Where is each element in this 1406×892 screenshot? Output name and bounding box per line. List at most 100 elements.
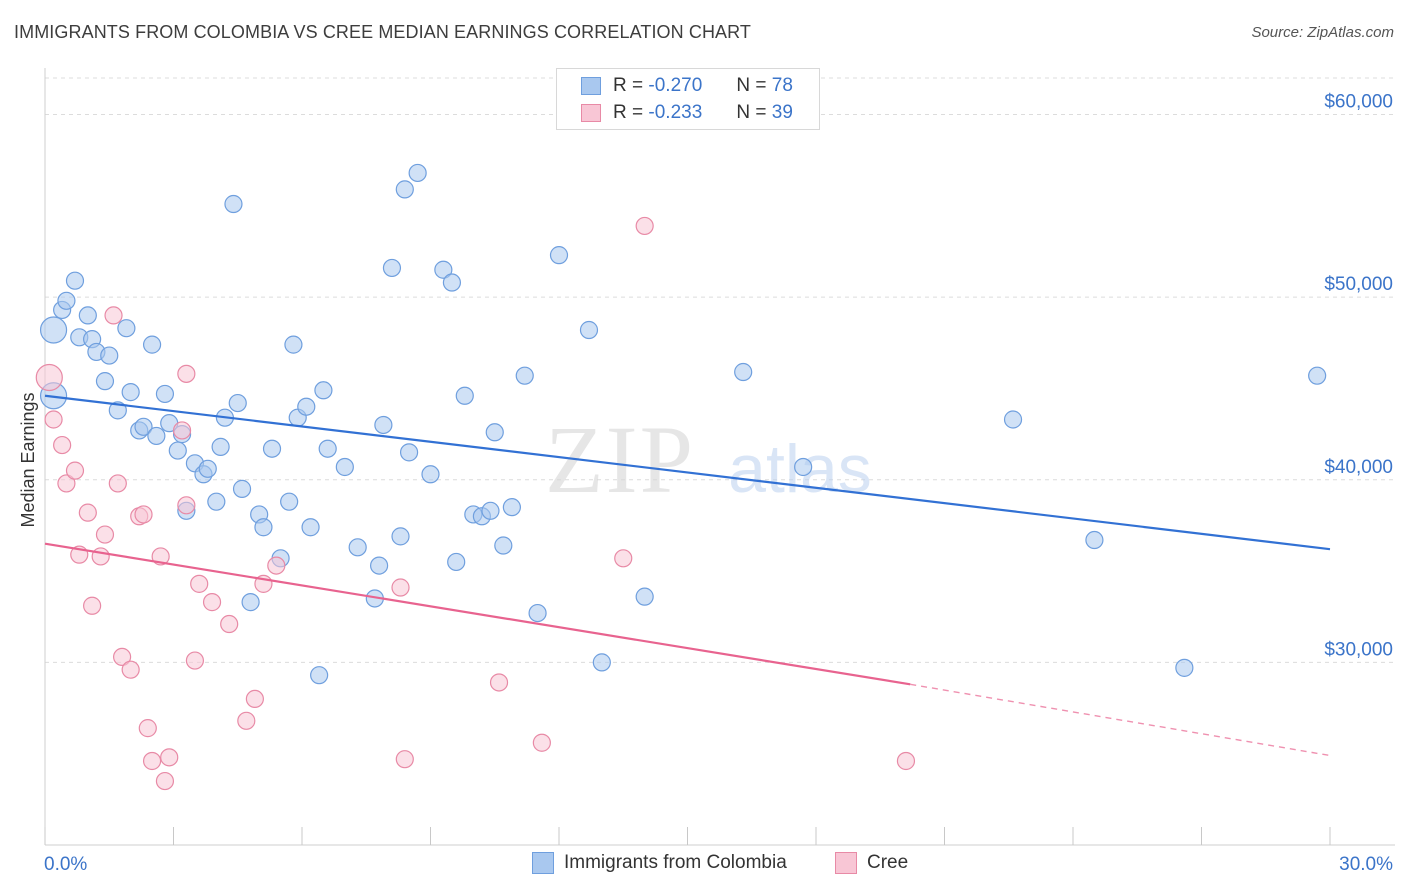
cree-point — [267, 556, 286, 575]
y-tick-label: $30,000 — [1324, 639, 1393, 660]
colombia-point — [147, 426, 166, 446]
legend-n-value: 78 — [771, 75, 793, 96]
colombia-point — [262, 439, 282, 458]
colombia-point — [314, 381, 333, 400]
cree-point — [237, 711, 256, 730]
colombia-point — [794, 457, 813, 477]
colombia-point — [284, 335, 303, 354]
legend-r-value: -0.233 — [648, 102, 703, 123]
colombia-point — [134, 417, 153, 436]
cree-point — [160, 748, 179, 767]
cree-point — [391, 578, 410, 597]
cree-point — [395, 750, 414, 769]
colombia-point — [1085, 530, 1104, 550]
cree-point — [65, 461, 85, 480]
colombia-point — [399, 443, 419, 462]
cree-point — [78, 503, 97, 522]
cree-trend-extension — [910, 683, 1331, 757]
cree-point — [177, 496, 196, 515]
legend-row-colombia: R = -0.270 N = 78 — [581, 74, 793, 98]
colombia-point — [1175, 658, 1194, 677]
cree-point — [112, 647, 132, 667]
colombia-point — [528, 603, 547, 623]
cree-point — [202, 593, 222, 612]
colombia-point — [395, 180, 414, 199]
colombia-point — [592, 653, 611, 672]
cree-point — [220, 614, 239, 634]
colombia-point — [370, 556, 389, 575]
y-axis-title: Median Earnings — [18, 392, 38, 527]
colombia-point — [1003, 410, 1023, 429]
series-legend: Immigrants from Colombia Cree — [0, 852, 1406, 878]
colombia-point — [39, 316, 68, 344]
colombia-point — [391, 527, 410, 546]
cree-point — [489, 673, 509, 692]
correlation-legend: R = -0.270 N = 78 R = -0.233 N = 39 — [556, 68, 820, 130]
colombia-point — [297, 397, 316, 416]
colombia-point — [374, 415, 393, 435]
series-label-colombia: Immigrants from Colombia — [564, 852, 787, 873]
colombia-point — [734, 362, 753, 382]
legend-swatch-cree — [581, 104, 601, 122]
colombia-point — [318, 439, 337, 458]
cree-point — [95, 525, 115, 544]
cree-point — [44, 410, 63, 429]
x-tick-label-max: 30.0% — [1339, 854, 1393, 875]
legend-row-cree: R = -0.233 N = 39 — [581, 101, 793, 125]
colombia-point — [494, 536, 513, 555]
watermark-zip: ZIP — [545, 406, 695, 513]
x-tick-label-min: 0.0% — [44, 854, 87, 875]
colombia-point — [57, 291, 76, 310]
cree-point — [121, 660, 140, 679]
colombia-point — [1308, 366, 1327, 385]
cree-trend-line — [44, 542, 911, 686]
colombia-point — [579, 320, 599, 340]
series-swatch-cree — [835, 852, 857, 874]
colombia-point — [198, 459, 217, 478]
colombia-point — [95, 372, 115, 391]
legend-r-label: R = — [613, 102, 644, 123]
colombia-point — [168, 441, 187, 460]
source-label: Source: ZipAtlas.com — [1251, 24, 1394, 41]
legend-r-value: -0.270 — [648, 75, 703, 96]
cree-point — [635, 216, 654, 236]
colombia-point — [447, 552, 466, 572]
legend-n-label: N = — [736, 75, 767, 96]
colombia-point — [421, 465, 440, 484]
colombia-point — [65, 271, 85, 290]
cree-point — [245, 689, 264, 709]
cree-point — [35, 363, 63, 392]
colombia-point — [481, 501, 500, 520]
colombia-point — [382, 258, 402, 278]
cree-point — [57, 474, 76, 493]
series-legend-colombia: Immigrants from Colombia — [532, 852, 787, 874]
y-tick-label: $60,000 — [1324, 92, 1393, 113]
cree-point — [91, 547, 110, 566]
colombia-point — [155, 384, 175, 404]
y-tick-label: $50,000 — [1324, 274, 1393, 295]
legend-swatch-colombia — [581, 77, 601, 95]
legend-n-value: 39 — [771, 102, 793, 123]
cree-point — [142, 751, 162, 771]
cree-point — [185, 651, 205, 670]
legend-r-label: R = — [613, 75, 644, 96]
colombia-point — [280, 492, 299, 511]
colombia-point — [442, 273, 462, 292]
colombia-point — [455, 386, 474, 405]
colombia-point — [211, 437, 230, 456]
colombia-point — [108, 401, 127, 420]
colombia-point — [207, 492, 226, 511]
colombia-point — [408, 163, 427, 183]
colombia-point — [335, 457, 354, 477]
cree-point — [190, 574, 209, 593]
cree-point — [614, 549, 633, 568]
y-tick-label: $40,000 — [1324, 457, 1393, 478]
colombia-point — [241, 593, 260, 612]
colombia-point — [515, 366, 534, 385]
cree-point — [896, 751, 916, 771]
colombia-point — [121, 383, 140, 402]
colombia-point — [224, 194, 243, 214]
colombia-point — [502, 498, 521, 517]
colombia-point — [117, 319, 136, 338]
